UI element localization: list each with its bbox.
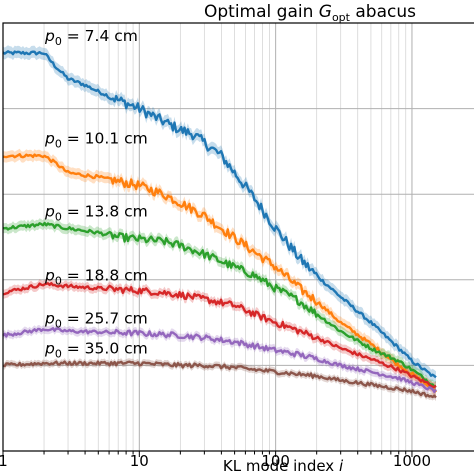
series-line xyxy=(2,153,438,393)
x-tick-label: 10 xyxy=(130,452,149,470)
x-axis-label: KL mode index i xyxy=(223,457,344,474)
series-line xyxy=(2,50,437,379)
series-label: p0 = 25.7 cm xyxy=(44,309,148,330)
series-line xyxy=(2,360,437,399)
series-line xyxy=(2,221,437,388)
series-label: p0 = 13.8 cm xyxy=(44,202,148,223)
series-line xyxy=(2,327,437,394)
plot-frame xyxy=(2,22,474,452)
chart-title: Optimal gain Gopt abacus xyxy=(204,2,416,24)
series-labels: p0 = 7.4 cm p0 = 10.1 cm p0 = 13.8 cm p0 = … xyxy=(44,27,148,360)
series-label: p0 = 7.4 cm xyxy=(44,27,138,48)
x-axis-ticks: 1 10 100 1000 xyxy=(0,451,431,470)
x-tick-label: 1 xyxy=(0,452,8,470)
x-tick-label: 1000 xyxy=(393,452,431,470)
series-label: p0 = 18.8 cm xyxy=(44,267,148,288)
x-tick-label: 100 xyxy=(261,452,290,470)
series-label: p0 = 35.0 cm xyxy=(44,339,148,360)
series-label: p0 = 10.1 cm xyxy=(44,130,148,151)
series-lines xyxy=(2,50,438,399)
series-line xyxy=(2,282,437,389)
